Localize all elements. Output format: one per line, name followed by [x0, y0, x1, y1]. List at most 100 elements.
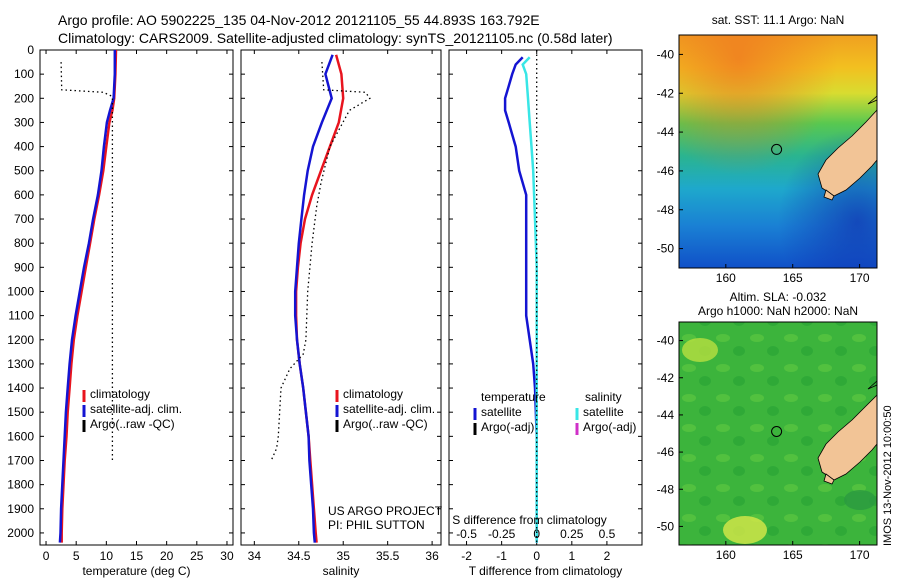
sst-land: [817, 109, 877, 197]
sla-map: Altim. SLA: -0.032 Argo h1000: NaN h2000…: [657, 290, 878, 562]
map-y-tick-label: -50: [657, 242, 675, 256]
x-tick-label: 20: [160, 549, 174, 563]
y-tick-label: 1900: [7, 502, 34, 516]
legend-entry: Argo(..raw -QC): [343, 417, 428, 431]
y-tick-label: 1000: [7, 284, 34, 298]
map-y-tick-label: -42: [657, 371, 675, 385]
map-y-tick-label: -46: [657, 445, 675, 459]
sst-map-frame: [678, 34, 878, 269]
y-tick-label: 300: [14, 115, 34, 129]
y-tick-label: 1600: [7, 429, 34, 443]
x-tick-label: -1: [496, 549, 507, 563]
sla-low-patch: [844, 490, 876, 510]
map-x-tick-label: 160: [716, 548, 736, 562]
secondary-tick-label: 0.5: [599, 527, 616, 541]
sla-island: [823, 473, 835, 485]
sla-map-subtitle: Argo h1000: NaN h2000: NaN: [698, 304, 858, 318]
x-tick-label: 36: [425, 549, 439, 563]
map-y-tick-label: -50: [657, 519, 675, 533]
series-temperature-satellite: [503, 56, 538, 543]
y-tick-label: 1100: [8, 309, 34, 323]
header-line1: Argo profile: AO 5902225_135 04-Nov-2012…: [58, 12, 540, 28]
sst-map-title: sat. SST: 11.1 Argo: NaN: [712, 13, 845, 27]
sst-island: [823, 189, 835, 201]
map-y-tick-label: -44: [657, 408, 675, 422]
x-tick-label: 15: [130, 549, 144, 563]
map-y-tick-label: -40: [657, 334, 675, 348]
map-x-tick-label: 165: [783, 548, 803, 562]
legend-entry: satellite: [583, 405, 624, 419]
series-satellite: [293, 54, 334, 543]
map-x-tick-label: 170: [850, 271, 870, 285]
y-tick-label: 200: [14, 91, 34, 105]
sst-map-axes: 160 165 170 -40 -42 -44 -46 -48 -50: [657, 47, 870, 285]
project-annotation: US ARGO PROJECT: [328, 504, 443, 518]
x-tick-label: 2: [604, 549, 611, 563]
project-annotation: PI: PHIL SUTTON: [328, 518, 425, 532]
y-tick-label: 900: [14, 260, 34, 274]
y-tick-label: 1800: [7, 478, 34, 492]
x-tick-label: -2: [461, 549, 472, 563]
sla-coastline: [867, 380, 877, 390]
series-salinity-satellite: [521, 56, 538, 543]
legend-group-title: salinity: [585, 390, 622, 404]
y-tick-label: 0: [27, 43, 34, 57]
x-tick-label: 35: [337, 549, 351, 563]
map-x-tick-label: 160: [716, 271, 736, 285]
x-tick-label: 10: [100, 549, 114, 563]
salinity-panel: 34 34.5 35 35.5 36 salinity climatologysatelli…: [240, 49, 443, 578]
legend-entry: Argo(..raw -QC): [90, 417, 175, 431]
y-tick-label: 1500: [7, 405, 34, 419]
plot-frame: [448, 49, 643, 546]
sst-coastline: [867, 95, 877, 105]
y-tick-label: 1400: [7, 381, 34, 395]
y-tick-label: 500: [14, 164, 34, 178]
map-x-tick-label: 165: [783, 271, 803, 285]
x-axis-label: T difference from climatology: [469, 564, 623, 578]
sla-map-title: Altim. SLA: -0.032: [730, 290, 827, 304]
legend-entry: Argo(-adj): [583, 420, 636, 434]
sla-argo-marker: [771, 426, 783, 437]
difference-panel: -2 -1 0 1 2T difference from climatology temp…: [448, 49, 643, 578]
imos-timestamp-label: IMOS 13-Nov-2012 10:00:50: [882, 405, 894, 546]
y-tick-label: 600: [14, 188, 34, 202]
y-tick-label: 1300: [7, 357, 34, 371]
x-tick-label: 0: [43, 549, 50, 563]
map-y-tick-label: -48: [657, 482, 675, 496]
x-tick-label: 25: [190, 549, 204, 563]
legend-entry: Argo(-adj): [481, 420, 534, 434]
y-tick-label: 800: [14, 236, 34, 250]
sst-map: sat. SST: 11.1 Argo: NaN 160 165 170 -40 -42…: [657, 13, 878, 285]
x-tick-label: 5: [73, 549, 80, 563]
sla-map-axes: 160 165 170 -40 -42 -44 -46 -48 -50: [657, 334, 870, 562]
secondary-tick-label: -0.5: [456, 527, 477, 541]
map-y-tick-label: -48: [657, 203, 675, 217]
legend-entry: climatology: [343, 387, 403, 401]
plot-frame: [39, 49, 234, 546]
y-tick-label: 1700: [7, 453, 34, 467]
map-x-tick-label: 170: [850, 548, 870, 562]
series-satellite: [58, 50, 117, 543]
y-tick-label: 1200: [7, 333, 34, 347]
secondary-tick-label: 0: [533, 527, 540, 541]
y-tick-label: 2000: [7, 526, 34, 540]
legend-entry: satellite-adj. clim.: [343, 402, 435, 416]
legend-group-title: temperature: [481, 390, 546, 404]
y-tick-label: 400: [14, 140, 34, 154]
temperature-panel: 0100200300400500600700800900100011001200…: [7, 43, 234, 578]
map-y-tick-label: -44: [657, 125, 675, 139]
secondary-tick-label: -0.25: [488, 527, 516, 541]
secondary-axis-label: S difference from climatology: [452, 513, 607, 527]
x-axis-label: salinity: [323, 564, 360, 578]
secondary-tick-label: 0.25: [560, 527, 584, 541]
x-tick-label: 0: [533, 549, 540, 563]
y-tick-label: 100: [14, 67, 34, 81]
sst-argo-marker: [771, 143, 783, 155]
header-line2: Climatology: CARS2009. Satellite-adjuste…: [58, 30, 613, 46]
plot-frame: [240, 49, 442, 546]
sla-high-patch: [682, 338, 718, 362]
series-argo: [60, 62, 114, 461]
map-y-tick-label: -42: [657, 86, 675, 100]
map-y-tick-label: -40: [657, 47, 675, 61]
